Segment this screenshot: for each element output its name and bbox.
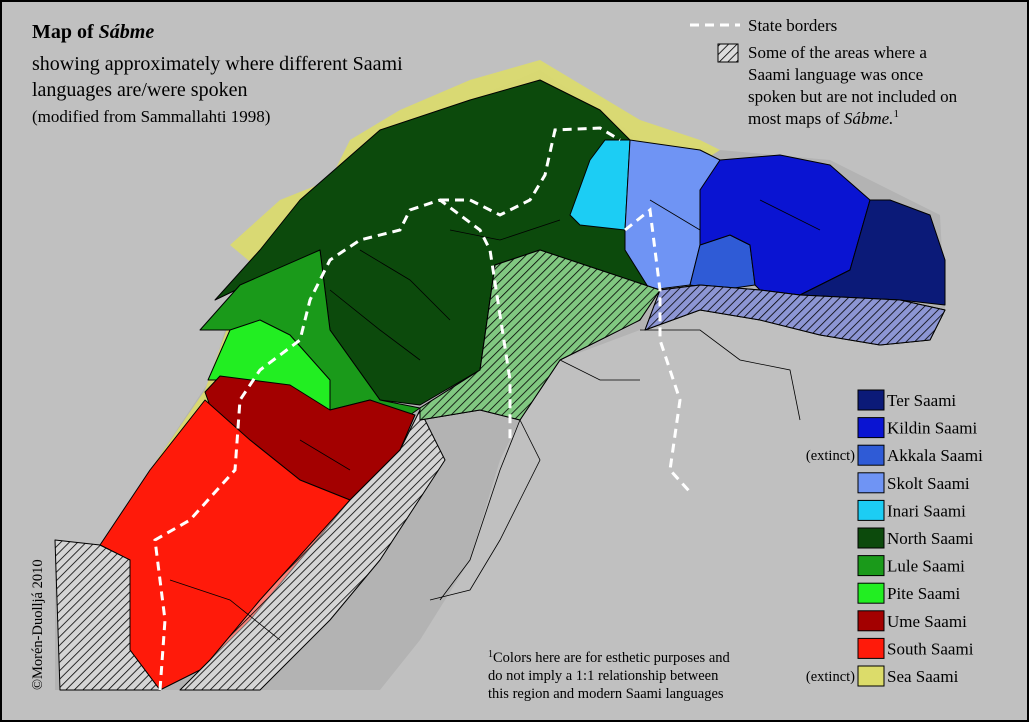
legend-swatch <box>857 665 885 687</box>
footnote-ref: 1 <box>893 108 899 120</box>
hatched-area <box>419 249 661 421</box>
hatched-key-text: most maps of <box>748 109 840 128</box>
legend-swatch <box>857 444 885 466</box>
state-borders <box>153 126 692 691</box>
title-name: Sábme <box>99 21 155 43</box>
footnote-line: do not imply a 1:1 relationship between <box>488 668 719 684</box>
legend-status: (extinct) <box>806 669 855 685</box>
legend-swatch <box>857 637 885 659</box>
hatched-key-line: spoken but are not included on <box>748 87 958 106</box>
legend-swatch <box>857 555 885 577</box>
hatched-area <box>644 284 946 346</box>
title-prefix: Map of <box>32 21 94 43</box>
hatched-areas <box>54 249 946 691</box>
footnote-line: this region and modern Saami languages <box>488 686 724 702</box>
legend-swatch <box>857 417 885 439</box>
legend-label: Inari Saami <box>887 501 966 520</box>
legend-label: Lule Saami <box>887 557 965 576</box>
legend: Ter Saami Kildin Saami Akkala Saami (extinc… <box>806 389 983 687</box>
legend-label: Kildin Saami <box>887 419 977 438</box>
coastline <box>429 359 640 601</box>
legend-label: Akkala Saami <box>887 446 983 465</box>
legend-label: Sea Saami <box>887 667 959 686</box>
subtitle-line: languages are/were spoken <box>32 79 247 101</box>
legend-label: South Saami <box>887 639 974 658</box>
footnote-text: Colors here are for esthetic purposes an… <box>493 650 731 666</box>
legend-swatch <box>857 499 885 521</box>
state-border <box>153 198 512 691</box>
subtitle-line: showing approximately where different Sa… <box>32 53 403 75</box>
state-border <box>624 207 692 494</box>
hatched-key-line: Some of the areas where a <box>748 43 927 62</box>
hatched-key-swatch <box>717 43 739 63</box>
legend-swatch <box>857 610 885 632</box>
state-border <box>440 126 621 217</box>
border-key-label: State borders <box>748 16 837 35</box>
legend-label: Skolt Saami <box>887 474 970 493</box>
hatched-key-line: most maps of Sábme.1 <box>748 108 899 128</box>
language-regions <box>99 79 946 691</box>
hatched-key-name: Sábme. <box>844 109 894 128</box>
footnote-line: 1Colors here are for esthetic purposes a… <box>488 649 731 666</box>
legend-label: North Saami <box>887 529 974 548</box>
credit: ©Morén-Duolljá 2010 <box>30 559 46 690</box>
legend-swatch <box>857 527 885 549</box>
hatched-key-line: Saami language was once <box>748 65 923 84</box>
legend-label: Ter Saami <box>887 391 956 410</box>
legend-status: (extinct) <box>806 448 855 464</box>
legend-label: Ume Saami <box>887 612 967 631</box>
source: (modified from Sammallahti 1998) <box>32 107 270 126</box>
river <box>169 199 821 641</box>
hatched-area <box>54 539 161 691</box>
legend-swatch <box>857 582 885 604</box>
rivers-and-coast <box>169 199 821 641</box>
legend-swatch <box>857 389 885 411</box>
legend-label: Pite Saami <box>887 584 960 603</box>
legend-swatch <box>857 472 885 494</box>
hatched-area <box>179 409 446 691</box>
title: Map of Sábme <box>32 21 154 43</box>
footnote-mark: 1 <box>488 649 493 660</box>
